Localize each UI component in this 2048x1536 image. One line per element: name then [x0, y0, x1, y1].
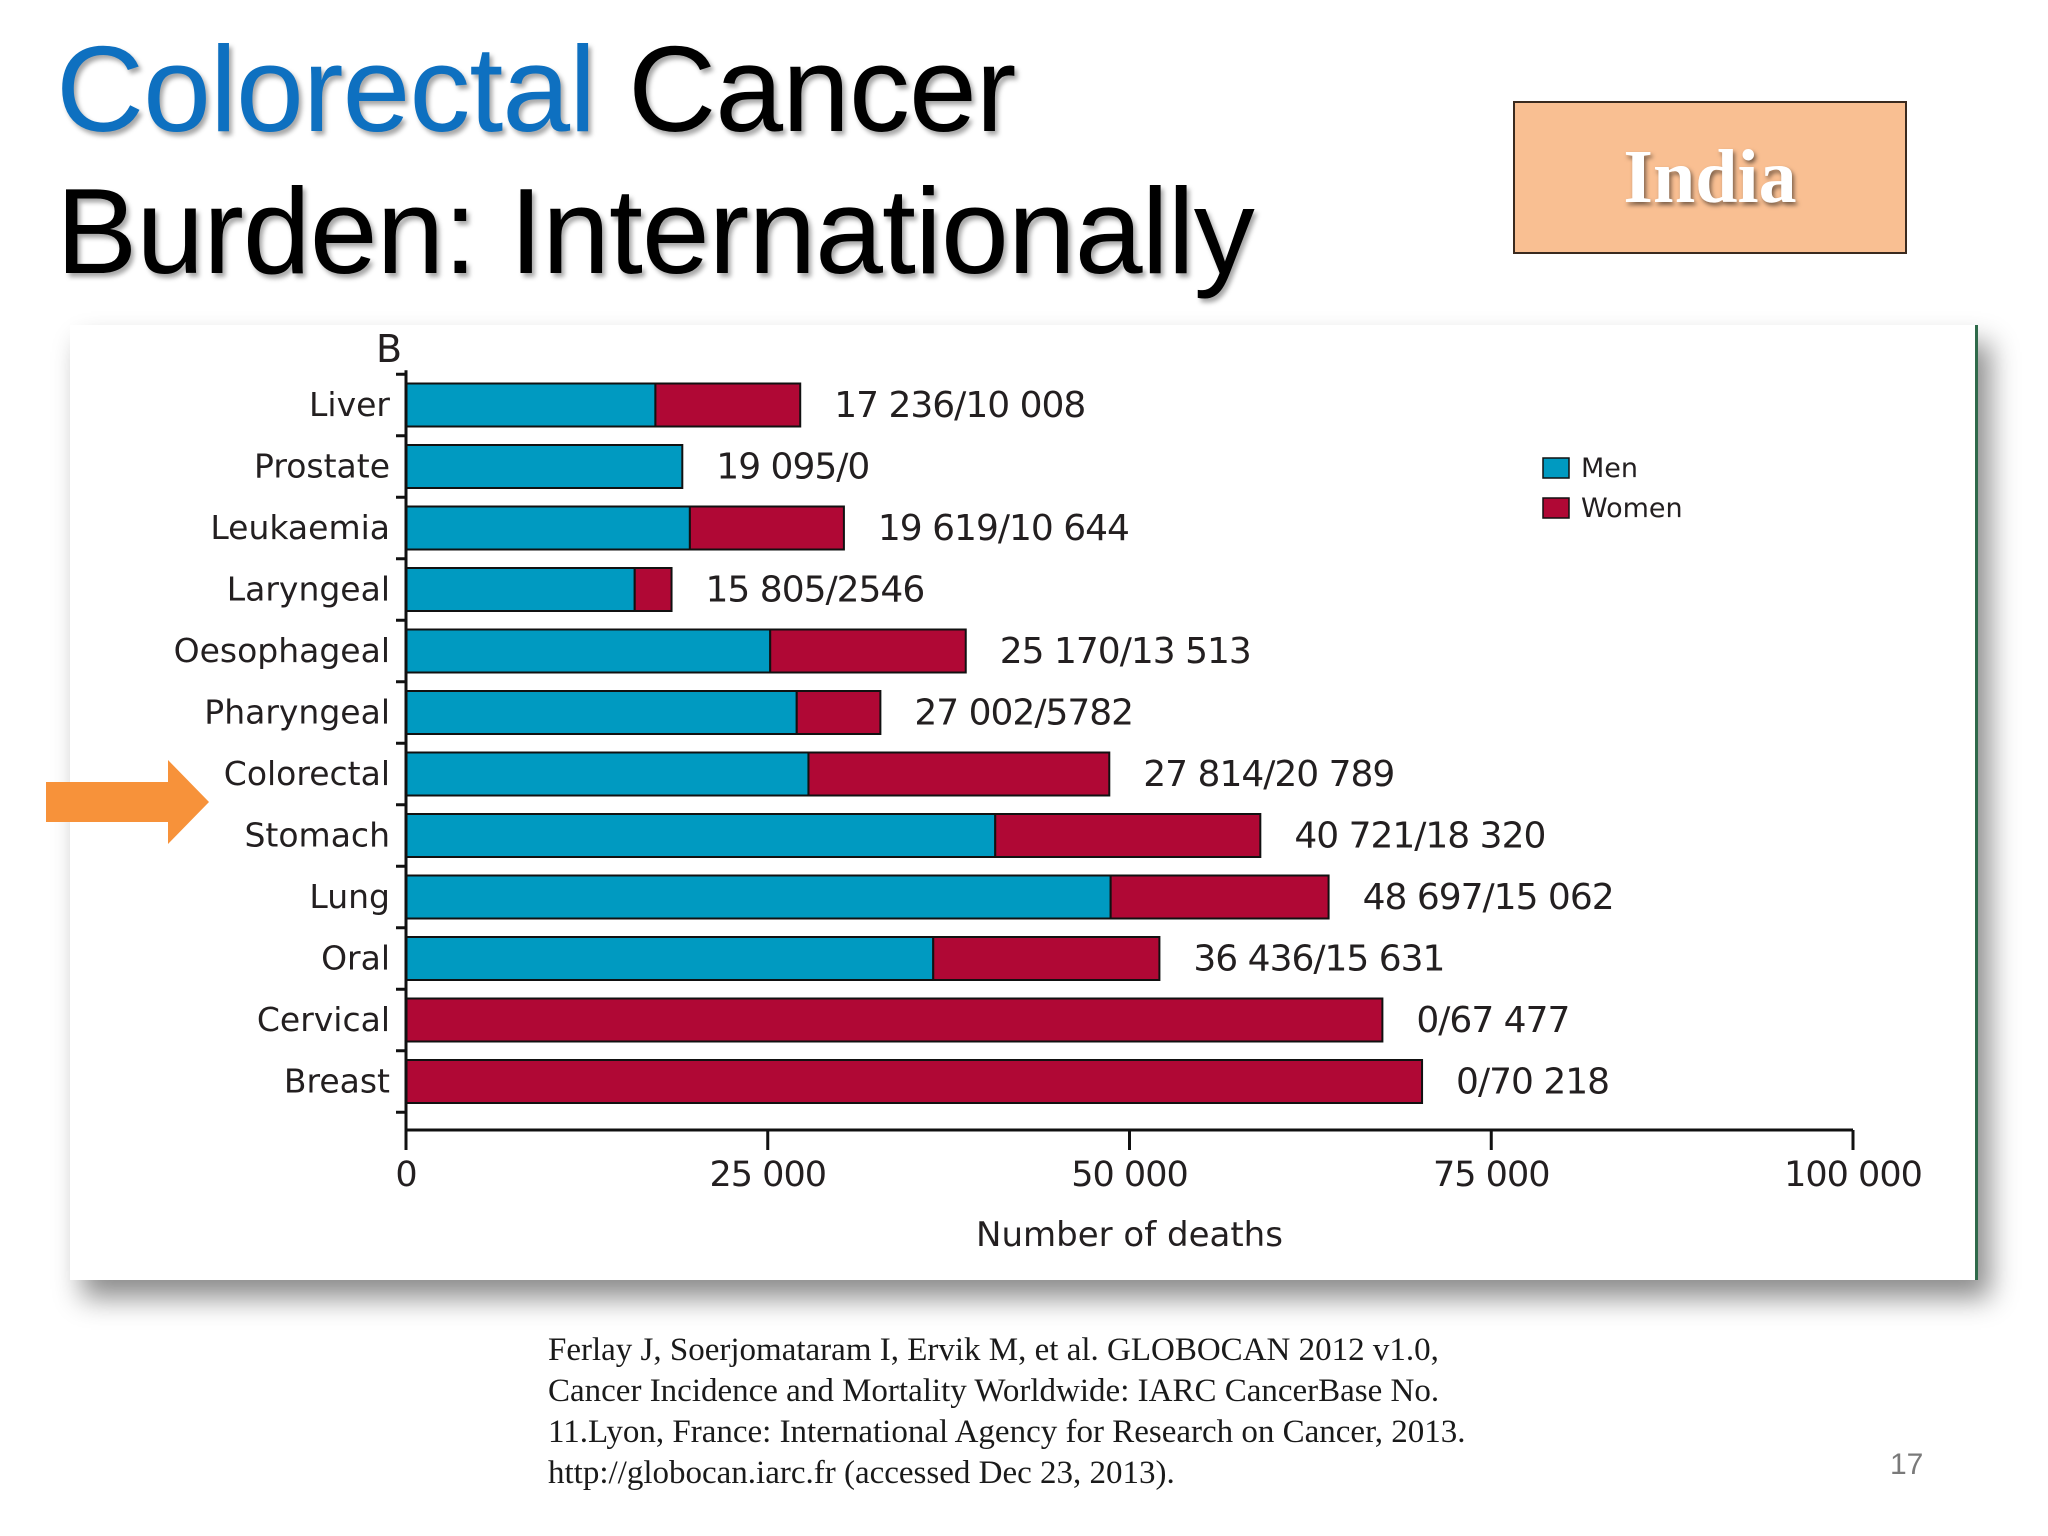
data-label: 15 805/2546	[706, 570, 925, 611]
bar-men	[405, 505, 691, 551]
bar-women	[633, 567, 673, 612]
data-label: 19 619/10 644	[878, 508, 1129, 549]
category-label: Leukaemia	[210, 508, 390, 547]
bar-women	[654, 382, 802, 428]
bar-women	[688, 505, 845, 551]
category-label: Stomach	[244, 816, 390, 855]
bar-women	[1109, 874, 1330, 920]
x-tick-label: 25 000	[710, 1155, 826, 1195]
bar-women	[795, 690, 882, 735]
category-label: Oesophageal	[174, 631, 390, 670]
data-label: 0/70 218	[1456, 1062, 1609, 1103]
bar-men	[405, 444, 684, 489]
data-label: 0/67 477	[1416, 1000, 1569, 1041]
deaths-bar-chart: B Liver 17 236/10 008 Prostate 19 095/0 Leuka…	[174, 327, 1923, 1255]
category-label: Breast	[284, 1062, 390, 1101]
bar-men	[405, 813, 997, 858]
category-label: Pharyngeal	[204, 693, 390, 732]
title-rest: Cancer	[595, 21, 1016, 157]
bar-women	[932, 936, 1161, 981]
category-label: Oral	[321, 939, 390, 978]
chart-panel: B Liver 17 236/10 008 Prostate 19 095/0 Leuka…	[70, 325, 1978, 1280]
highlight-arrow-shape	[46, 760, 209, 844]
panel-letter: B	[376, 327, 402, 371]
category-label: Colorectal	[224, 754, 390, 793]
category-label: Laryngeal	[227, 570, 390, 609]
legend-label-women: Women	[1581, 493, 1683, 524]
bar-women	[405, 1059, 1424, 1104]
bar-men	[405, 874, 1112, 920]
category-label: Liver	[309, 385, 390, 424]
legend-swatch-women	[1542, 497, 1570, 519]
x-tick-label: 0	[395, 1155, 416, 1195]
title-accent: Colorectal	[56, 21, 596, 157]
data-label: 17 236/10 008	[834, 385, 1085, 426]
data-label: 25 170/13 513	[1000, 631, 1251, 672]
bar-women	[769, 628, 967, 674]
bar-men	[405, 628, 772, 674]
legend-swatch-men	[1542, 457, 1570, 479]
bar-men	[405, 690, 798, 735]
data-label: 27 814/20 789	[1143, 754, 1394, 795]
category-label: Cervical	[257, 1000, 390, 1039]
category-label: Lung	[309, 877, 390, 916]
highlight-arrow-icon	[46, 760, 209, 844]
bar-men	[405, 751, 810, 797]
data-label: 27 002/5782	[914, 693, 1133, 734]
data-label: 48 697/15 062	[1363, 877, 1614, 918]
slide-title: Colorectal Cancer Burden: Internationally	[56, 18, 1255, 302]
bar-women	[405, 997, 1384, 1043]
page-number: 17	[1890, 1448, 1924, 1481]
title-line2: Burden: Internationally	[56, 163, 1255, 299]
bar-men	[405, 567, 636, 612]
bar-men	[405, 382, 657, 428]
x-tick-label: 100 000	[1784, 1155, 1922, 1195]
country-box: India	[1513, 101, 1907, 254]
data-label: 40 721/18 320	[1294, 816, 1545, 857]
data-label: 36 436/15 631	[1193, 939, 1444, 980]
country-label: India	[1623, 135, 1797, 219]
x-tick-label: 50 000	[1071, 1155, 1187, 1195]
x-tick-label: 75 000	[1433, 1155, 1549, 1195]
citation: Ferlay J, Soerjomataram I, Ervik M, et a…	[548, 1332, 1466, 1491]
bar-men	[405, 936, 935, 981]
x-axis-title: Number of deaths	[976, 1215, 1283, 1255]
bar-women	[994, 813, 1262, 858]
data-label: 19 095/0	[716, 447, 869, 488]
bar-women	[807, 751, 1111, 797]
category-label: Prostate	[254, 447, 390, 486]
legend-label-men: Men	[1581, 453, 1638, 484]
